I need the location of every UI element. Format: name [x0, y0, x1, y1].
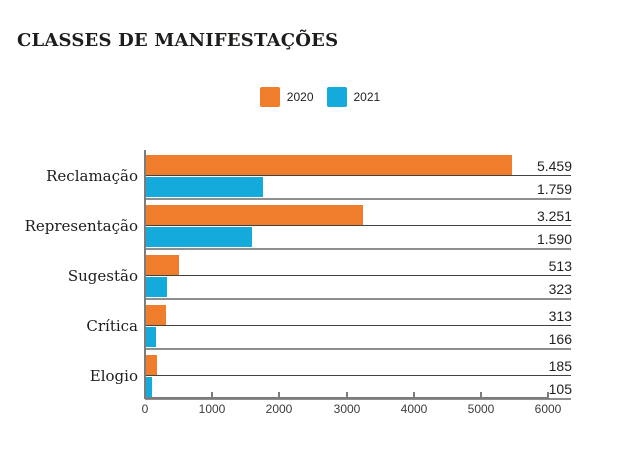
x-axis-tick-label-0: 0 [141, 402, 149, 416]
x-axis-tick-2000 [278, 392, 280, 397]
value-label-sugestao-2020: 513 [548, 258, 572, 274]
bar-critica-2021 [146, 327, 156, 347]
x-axis-tick-3000 [346, 392, 348, 397]
value-label-reclamacao-2021: 1.759 [536, 181, 572, 197]
bar-representacao-2020 [146, 205, 363, 225]
value-label-representacao-2020: 3.251 [536, 208, 572, 224]
legend-swatch-2020 [259, 87, 280, 107]
x-axis-tick-5000 [480, 392, 482, 397]
x-axis-tick-6000 [547, 392, 549, 397]
value-underline-representacao-2020 [145, 225, 571, 226]
group-separator-critica [145, 348, 571, 350]
value-label-representacao-2021: 1.590 [536, 231, 572, 247]
bar-elogio-2020 [146, 355, 157, 375]
group-separator-reclamacao [145, 198, 571, 200]
x-axis-tick-label-4000: 4000 [400, 402, 428, 416]
legend-item-2021: 2021 [326, 87, 381, 107]
category-label-reclamacao: Reclamação [46, 167, 138, 185]
value-underline-elogio-2020 [145, 375, 571, 376]
value-label-critica-2020: 313 [548, 308, 572, 324]
y-axis-line [144, 150, 146, 399]
x-axis-tick-label-2000: 2000 [265, 402, 293, 416]
category-label-elogio: Elogio [89, 367, 138, 385]
value-label-elogio-2020: 185 [548, 358, 572, 374]
legend-label-2020: 2020 [286, 90, 314, 104]
category-label-critica: Crítica [86, 317, 138, 335]
x-axis-tick-label-1000: 1000 [198, 402, 226, 416]
x-axis-line [144, 397, 549, 399]
value-underline-critica-2020 [145, 325, 571, 326]
value-underline-sugestao-2020 [145, 275, 571, 276]
bar-elogio-2021 [146, 377, 152, 397]
group-separator-representacao [145, 248, 571, 250]
x-axis-tick-4000 [413, 392, 415, 397]
x-axis-tick-label-5000: 5000 [467, 402, 495, 416]
bar-sugestao-2021 [146, 277, 167, 297]
bar-critica-2020 [146, 305, 166, 325]
x-axis-tick-label-3000: 3000 [333, 402, 361, 416]
chart-title: CLASSES DE MANIFESTAÇÕES [17, 30, 339, 51]
x-axis-tick-1000 [211, 392, 213, 397]
value-underline-reclamacao-2020 [145, 175, 571, 176]
bar-reclamacao-2021 [146, 177, 263, 197]
value-label-critica-2021: 166 [548, 331, 572, 347]
bar-reclamacao-2020 [146, 155, 512, 175]
value-label-elogio-2021: 105 [548, 381, 572, 397]
x-axis-tick-label-6000: 6000 [534, 402, 562, 416]
value-label-sugestao-2021: 323 [548, 281, 572, 297]
chart-legend: 2020 2021 [0, 87, 640, 107]
bar-sugestao-2020 [146, 255, 179, 275]
legend-item-2020: 2020 [259, 87, 314, 107]
bar-representacao-2021 [146, 227, 252, 247]
value-label-reclamacao-2020: 5.459 [536, 158, 572, 174]
legend-swatch-2021 [326, 87, 347, 107]
category-label-sugestao: Sugestão [67, 267, 138, 285]
group-separator-elogio [145, 398, 571, 400]
group-separator-sugestao [145, 298, 571, 300]
legend-label-2021: 2021 [353, 90, 381, 104]
category-label-representacao: Representação [24, 217, 138, 235]
